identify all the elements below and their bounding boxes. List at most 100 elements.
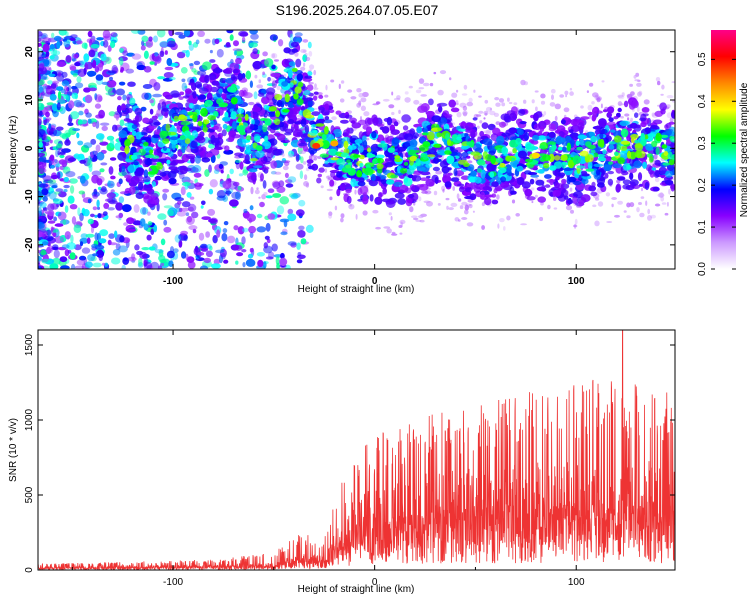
heat-blob (586, 90, 590, 93)
heat-blob (222, 180, 232, 190)
heat-blob (291, 48, 299, 53)
heat-blob (464, 205, 467, 208)
heat-blob (276, 205, 285, 215)
heat-blob (263, 242, 268, 249)
heat-blob (548, 131, 556, 138)
heat-blob (479, 120, 483, 124)
heat-blob (664, 129, 672, 136)
heat-blob (484, 112, 488, 116)
heat-blob (287, 241, 297, 246)
heat-blob (537, 135, 547, 141)
heat-blob (618, 95, 625, 100)
heat-blob (439, 160, 449, 168)
heat-blob (178, 239, 183, 248)
heat-blob (381, 125, 390, 134)
heat-blob (192, 228, 197, 234)
heat-blob (251, 171, 257, 181)
heat-blob (655, 146, 660, 156)
heat-blob (608, 161, 614, 165)
heat-blob (154, 52, 159, 57)
heat-blob (403, 133, 414, 141)
heat-blob (596, 154, 606, 158)
heat-blob (634, 112, 639, 118)
heat-blob (131, 130, 137, 136)
heat-blob (296, 98, 304, 106)
heat-blob (636, 207, 640, 213)
heat-blob (601, 80, 605, 83)
heat-blob (597, 201, 604, 207)
heat-blob (354, 189, 357, 195)
heat-blob (516, 177, 525, 185)
heat-blob (490, 155, 496, 165)
heat-blob (128, 164, 135, 174)
heat-blob (92, 194, 98, 199)
heat-blob (238, 173, 244, 177)
heat-blob (462, 105, 468, 111)
heat-blob (39, 110, 43, 117)
heat-blob (198, 232, 205, 241)
heat-blob (666, 112, 673, 119)
heat-blob (560, 119, 566, 125)
heat-blob (393, 121, 399, 127)
heat-blob (611, 203, 614, 208)
heat-blob (188, 82, 194, 86)
heat-blob (296, 73, 303, 82)
heat-blob (232, 120, 237, 130)
heat-blob (183, 167, 192, 172)
heat-blob (251, 151, 256, 157)
heat-blob (136, 250, 144, 256)
heat-blob (398, 184, 409, 193)
heat-blob (403, 175, 409, 183)
heat-blob (74, 265, 85, 269)
heat-blob (230, 74, 236, 81)
heat-blob (181, 181, 191, 187)
heat-blob (38, 141, 43, 148)
heat-blob (184, 88, 192, 95)
heat-blob (272, 181, 281, 189)
heat-blob (74, 62, 81, 67)
heat-blob (206, 244, 212, 249)
heat-blob (271, 64, 276, 70)
heat-blob (264, 58, 274, 68)
heat-blob (242, 169, 249, 176)
heat-blob (202, 126, 208, 133)
spectrogram-x-axis: -100 0 100 (163, 30, 585, 287)
heat-blob (621, 92, 625, 97)
heat-blob (121, 264, 126, 269)
colorbar-tick-label: 0.0 (697, 262, 708, 276)
heat-blob (54, 223, 64, 227)
heat-blob (499, 162, 506, 168)
heat-blob (143, 141, 149, 147)
heat-blob (671, 81, 675, 84)
heat-blob (437, 203, 441, 206)
heat-blob (141, 247, 150, 251)
heat-blob (509, 112, 517, 122)
snr-panel: -100 0 100 0 500 1000 1500 Height of straight… (8, 329, 676, 595)
heat-blob (669, 117, 674, 123)
heat-blob (639, 212, 645, 218)
heat-blob (540, 202, 544, 206)
heat-blob (95, 74, 104, 81)
heat-blob (322, 119, 333, 124)
heat-blob (493, 112, 499, 117)
heat-blob (310, 124, 317, 128)
heat-blob (534, 194, 538, 198)
heat-blob (503, 113, 511, 123)
heat-blob (519, 121, 527, 125)
heat-blob (543, 111, 547, 116)
heat-blob (572, 180, 582, 186)
heat-blob (256, 252, 265, 257)
heat-blob (401, 114, 411, 123)
heat-blob (237, 107, 245, 114)
heat-blob (38, 222, 45, 229)
heat-blob (179, 135, 186, 140)
heat-blob (142, 175, 151, 183)
heat-blob (362, 124, 369, 130)
heat-blob (259, 118, 268, 121)
heat-blob (576, 119, 583, 123)
heat-blob (530, 139, 539, 145)
heat-blob (358, 92, 364, 98)
spectrogram-y-axis: -20 -10 0 10 20 (24, 46, 675, 252)
heat-blob (46, 102, 54, 106)
heat-blob (264, 235, 270, 240)
